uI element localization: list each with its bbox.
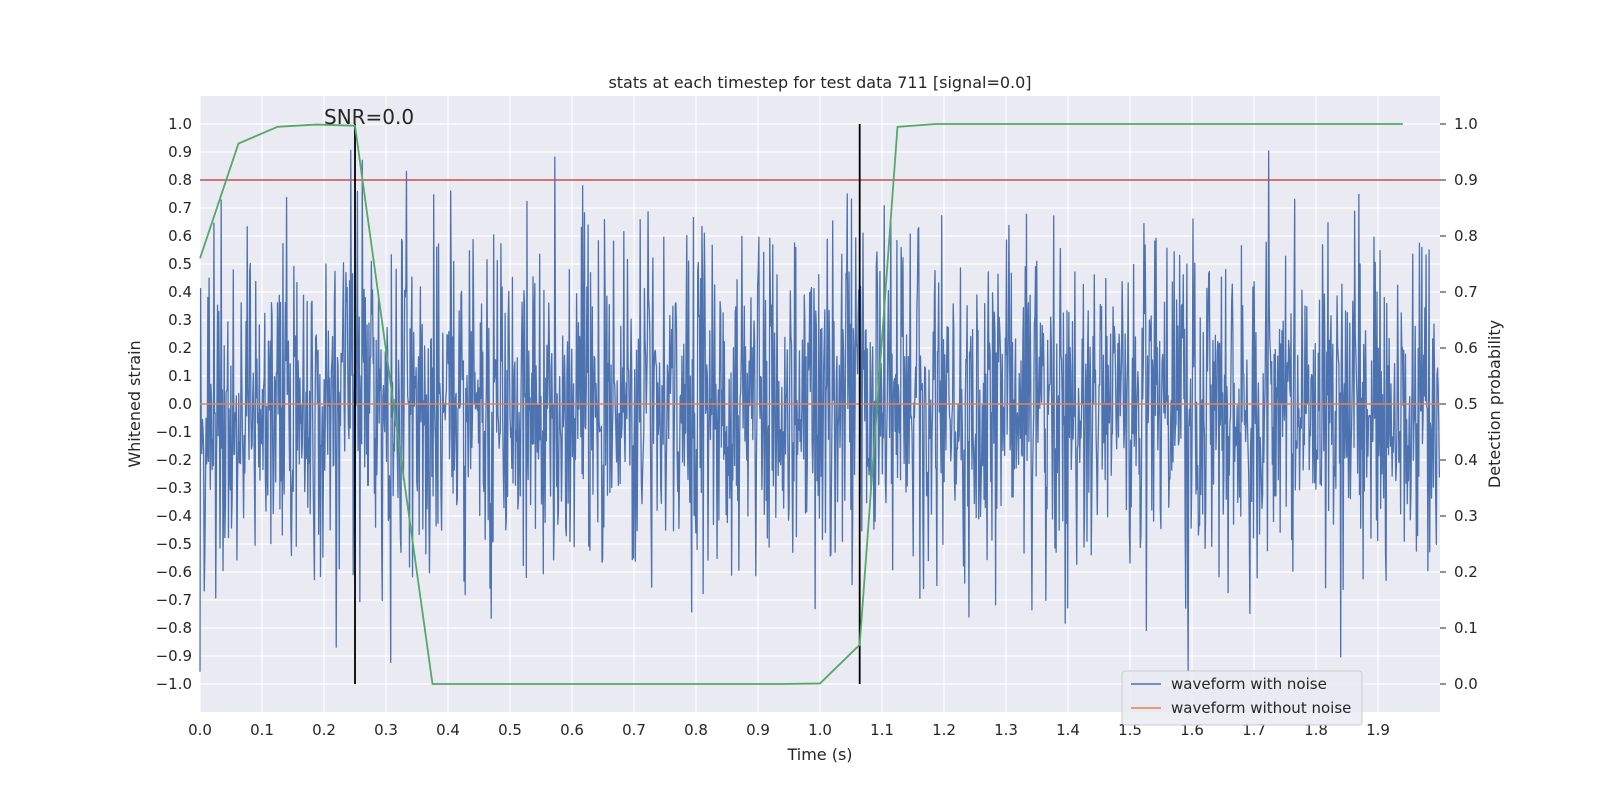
y-tick-label: 0.4 (168, 283, 192, 301)
y2-tick-label: 0.5 (1454, 395, 1478, 413)
y-tick-label: −0.3 (156, 479, 192, 497)
y2-tick-label: 0.1 (1454, 619, 1478, 637)
x-tick-label: 0.0 (188, 721, 212, 739)
y2-tick-label: 0.4 (1454, 451, 1478, 469)
y-tick-label: 1.0 (168, 115, 192, 133)
y-tick-label: 0.0 (168, 395, 192, 413)
y-tick-label: 0.9 (168, 143, 192, 161)
legend-entry-clean: waveform without noise (1171, 699, 1351, 717)
y-axis-label: Whitened strain (125, 340, 144, 467)
y-tick-label: −0.7 (156, 591, 192, 609)
legend-box (1121, 670, 1363, 726)
y2-tick-label: 0.3 (1454, 507, 1478, 525)
y-tick-labels: −1.0 −0.9 −0.8 −0.7 −0.6 −0.5 −0.4 −0.3 −0.2 −0.1… (156, 115, 192, 693)
noise-waveform-line (199, 149, 1441, 672)
x-tick-label: 1.3 (994, 721, 1018, 739)
y2-tick-label: 0.7 (1454, 283, 1478, 301)
y-tick-label: −1.0 (156, 675, 192, 693)
snr-annotation: SNR=0.0 (324, 105, 414, 129)
y2-tick-label: 0.2 (1454, 563, 1478, 581)
legend-entry-noise: waveform with noise (1171, 675, 1327, 693)
x-tick-label: 0.1 (250, 721, 274, 739)
x-tick-label: 0.7 (622, 721, 646, 739)
detection-window-lines (354, 124, 861, 684)
y-tick-label: −0.6 (156, 563, 192, 581)
x-tick-label: 0.6 (560, 721, 584, 739)
y-tick-label: 0.7 (168, 199, 192, 217)
chart-title: stats at each timestep for test data 711… (608, 73, 1031, 92)
y-tick-label: −0.4 (156, 507, 192, 525)
y-tick-label: −0.2 (156, 451, 192, 469)
y-tick-label: 0.8 (168, 171, 192, 189)
x-axis-label: Time (s) (786, 745, 852, 764)
y2-tick-label: 0.8 (1454, 227, 1478, 245)
y-tick-label: −0.1 (156, 423, 192, 441)
y-tick-label: 0.5 (168, 255, 192, 273)
y-tick-label: 0.6 (168, 227, 192, 245)
x-tick-labels: 0.0 0.1 0.2 0.3 0.4 0.5 0.6 0.7 0.8 0.9 1.0 1.1 1.2 1… (188, 721, 1390, 739)
x-tick-label: 1.2 (932, 721, 956, 739)
x-tick-label: 1.9 (1366, 721, 1390, 739)
y2-tick-labels: 0.0 0.1 0.2 0.3 0.4 0.5 0.6 0.7 0.8 0.9 1.0 (1440, 115, 1478, 693)
x-tick-label: 0.4 (436, 721, 460, 739)
x-tick-label: 0.8 (684, 721, 708, 739)
y2-tick-label: 0.0 (1454, 675, 1478, 693)
y2-axis-label: Detection probability (1485, 320, 1504, 488)
x-tick-label: 0.3 (374, 721, 398, 739)
x-tick-label: 1.4 (1056, 721, 1080, 739)
y2-tick-label: 0.6 (1454, 339, 1478, 357)
y-tick-label: −0.8 (156, 619, 192, 637)
y2-tick-label: 1.0 (1454, 115, 1478, 133)
series-waveform-with-noise (199, 149, 1441, 672)
x-tick-label: 0.9 (746, 721, 770, 739)
y-tick-label: −0.9 (156, 647, 192, 665)
x-tick-label: 0.2 (312, 721, 336, 739)
y-tick-label: −0.5 (156, 535, 192, 553)
y-tick-label: 0.3 (168, 311, 192, 329)
y-tick-label: 0.2 (168, 339, 192, 357)
y2-tick-label: 0.9 (1454, 171, 1478, 189)
legend: waveform with noise waveform without noi… (1121, 670, 1363, 726)
detection-probability-line (199, 123, 1403, 685)
x-tick-label: 0.5 (498, 721, 522, 739)
y-tick-label: 0.1 (168, 367, 192, 385)
x-tick-label: 1.0 (808, 721, 832, 739)
x-tick-label: 1.1 (870, 721, 894, 739)
series-detection-probability (199, 123, 1403, 685)
